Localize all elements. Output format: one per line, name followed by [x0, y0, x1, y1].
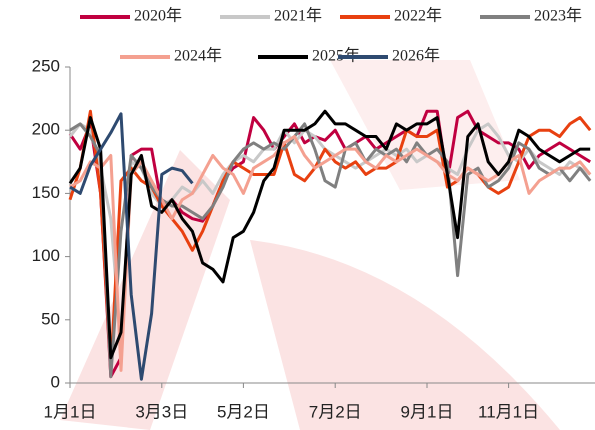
legend-label: 2020年: [134, 7, 182, 25]
watermark: [60, 60, 560, 430]
x-tick-label: 5月2日: [217, 402, 270, 421]
x-tick-label: 11月1日: [478, 402, 539, 421]
y-tick-label: 0: [51, 372, 60, 391]
y-tick-label: 200: [32, 120, 60, 139]
x-tick-label: 7月2日: [309, 402, 362, 421]
series-line: [68, 109, 592, 372]
x-tick-label: 1月1日: [44, 402, 97, 421]
legend-label: 2021年: [274, 7, 322, 25]
x-tick-label: 3月3日: [135, 402, 188, 421]
legend-label: 2024年: [174, 47, 222, 65]
series-line: [68, 109, 591, 360]
y-tick-label: 250: [32, 56, 60, 75]
legend-label: 2022年: [394, 7, 442, 25]
legend-label: 2025年: [312, 47, 360, 65]
y-tick-label: 100: [32, 246, 60, 265]
legend-label: 2023年: [534, 7, 582, 25]
y-tick-label: 150: [32, 183, 60, 202]
legend-label: 2026年: [392, 47, 440, 65]
x-tick-label: 9月1日: [401, 402, 454, 421]
y-tick-label: 50: [41, 309, 60, 328]
series-line: [69, 112, 194, 381]
